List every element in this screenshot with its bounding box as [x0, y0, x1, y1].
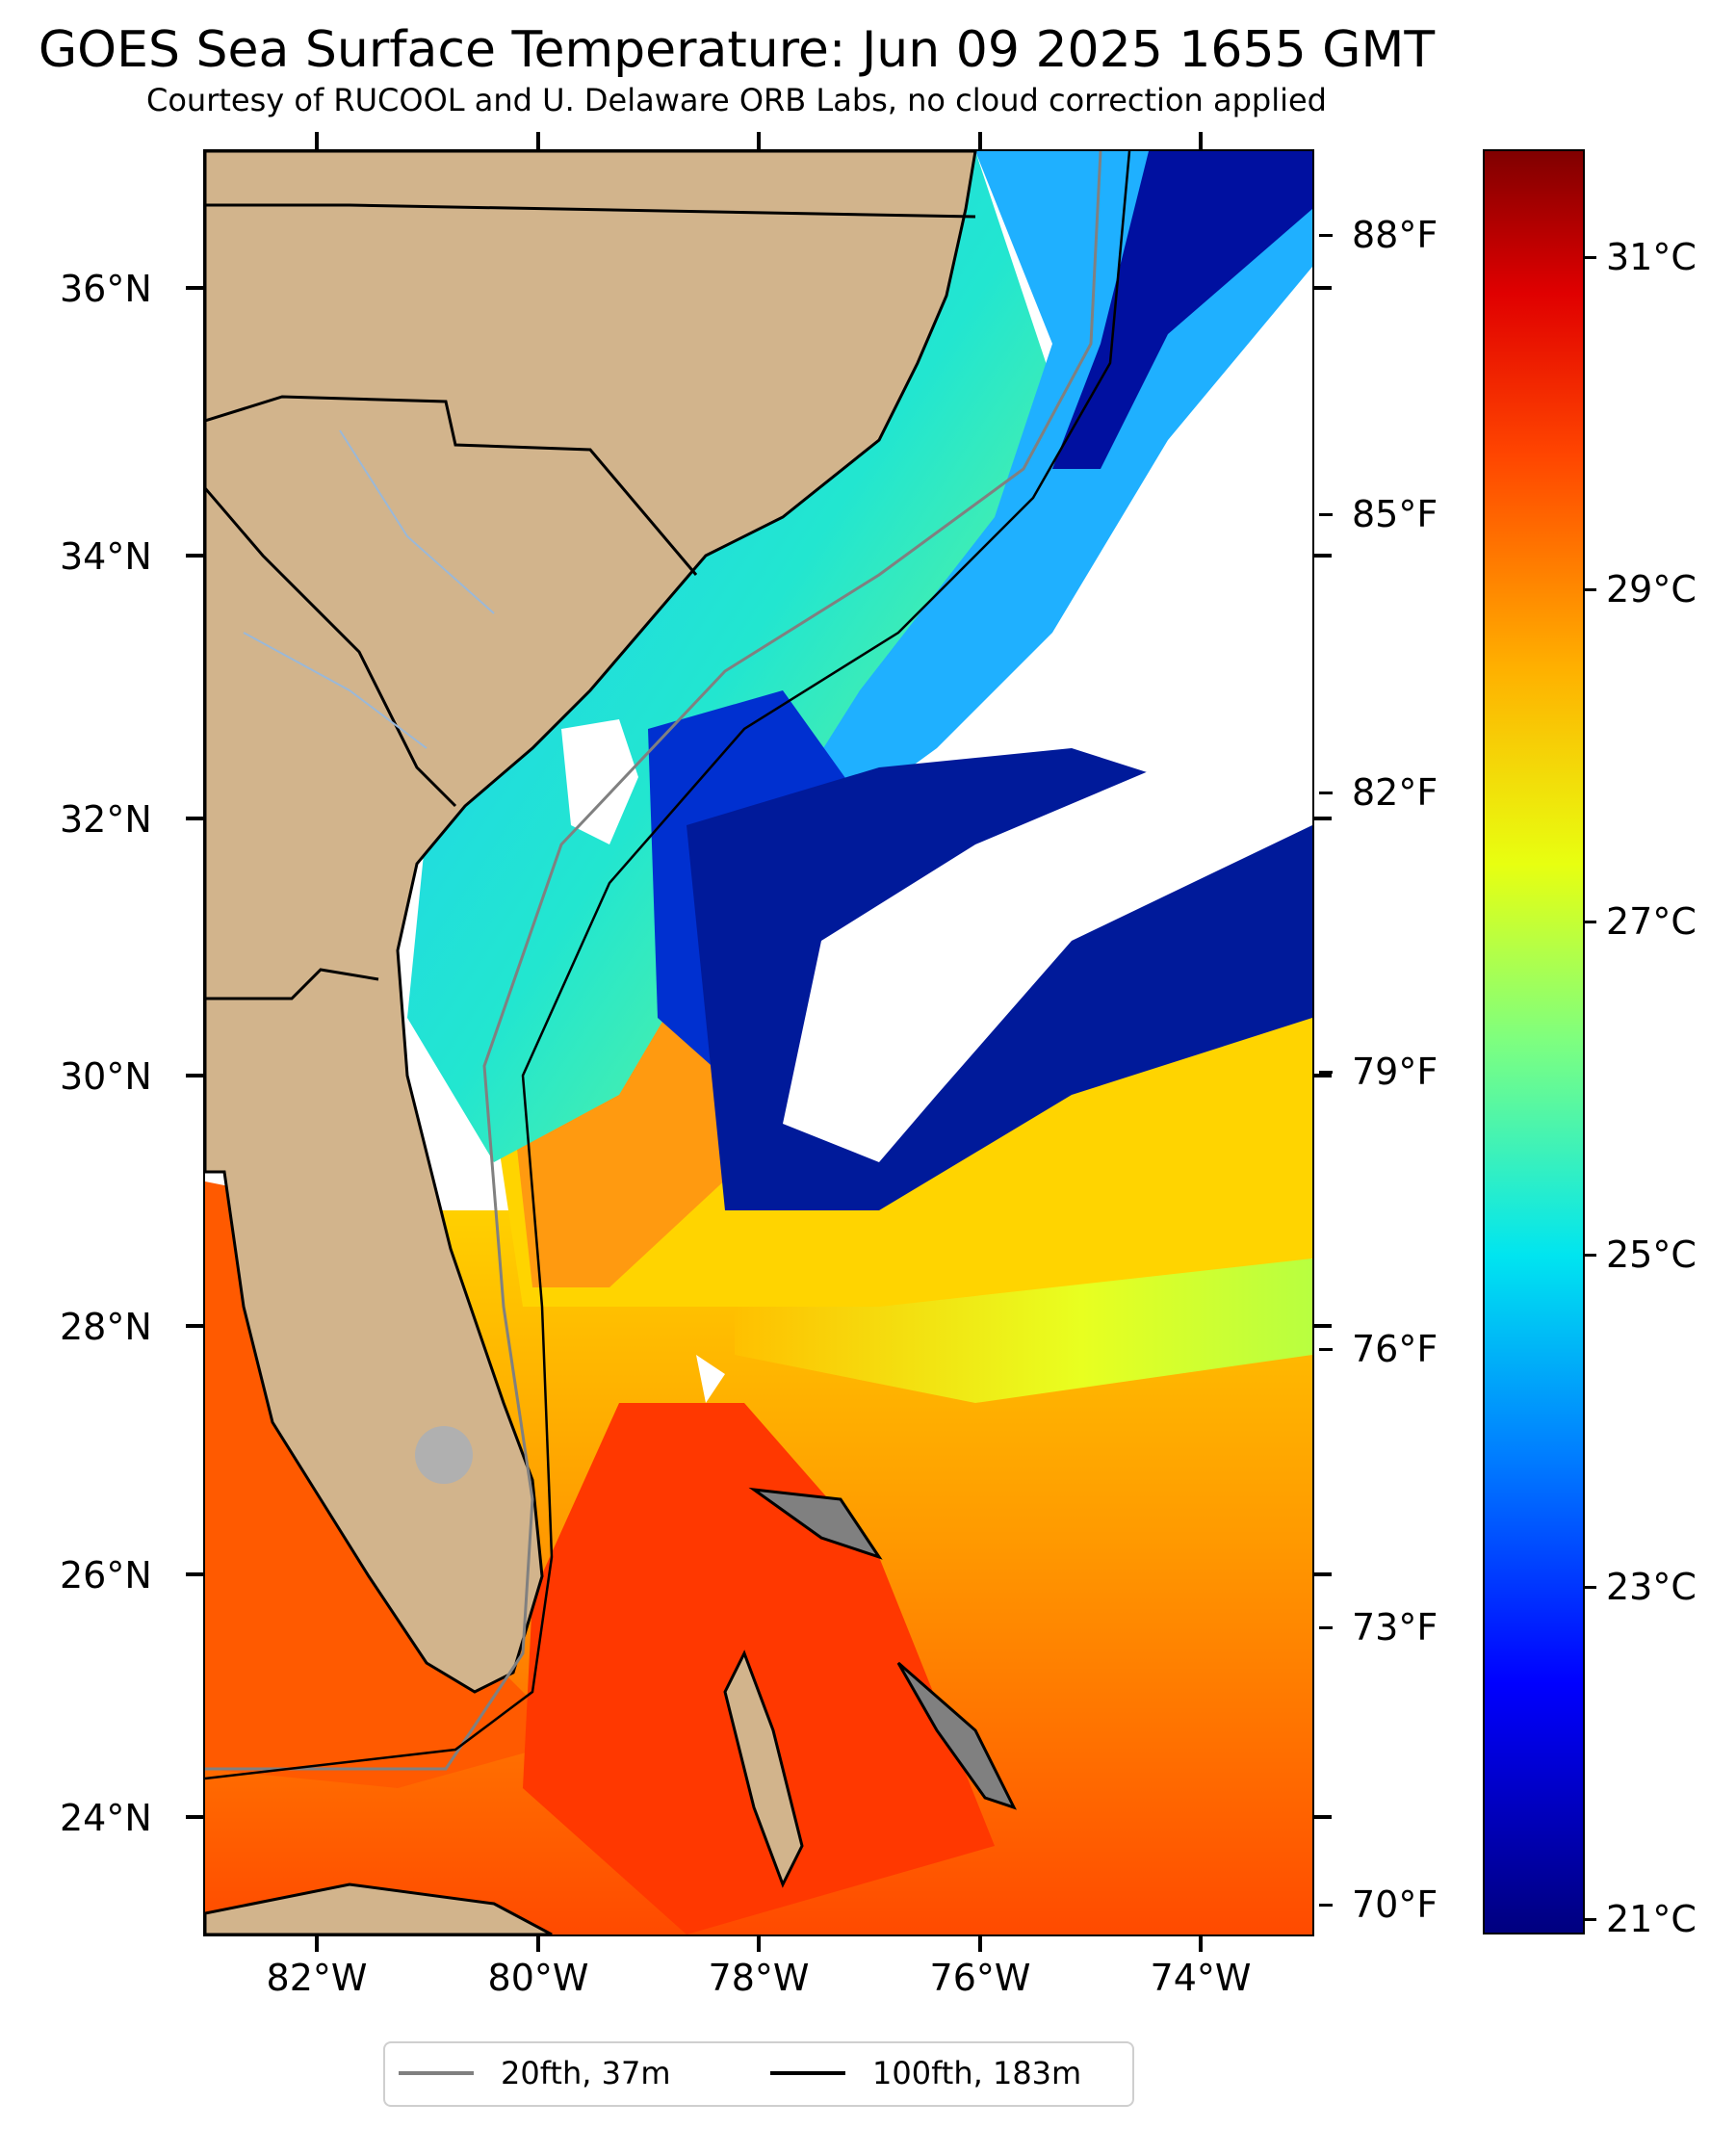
isobath-100fth [205, 151, 1131, 1780]
cloud-small [561, 719, 638, 844]
legend-label-100fth: 100fth, 183m [872, 2055, 1082, 2091]
cb-tick-29 [1583, 588, 1596, 591]
map-title: GOES Sea Surface Temperature: Jun 09 202… [38, 21, 1436, 79]
f-label-88: 88°F [1352, 214, 1438, 256]
f-tick-79 [1319, 1071, 1333, 1074]
cloud-south-strip [696, 1355, 725, 1403]
f-tick-85 [1319, 513, 1333, 516]
lat-label-28: 28°N [60, 1306, 152, 1348]
land-cuba [205, 1882, 553, 1934]
cloud-large [783, 729, 1312, 1162]
isobath-legend: 20fth, 37m 100fth, 183m [383, 2041, 1134, 2107]
cb-tick-21 [1583, 1918, 1596, 1921]
lat-label-26: 26°N [60, 1554, 152, 1597]
state-border-nc-sc [205, 395, 698, 576]
sst-cold-patch-north [1052, 151, 1312, 469]
legend-line-gray [399, 2071, 474, 2075]
colorbar-label-21c: 21°C [1606, 1898, 1697, 1940]
rivers [243, 632, 428, 749]
sst-offshore-band [744, 151, 1312, 883]
f-tick-82 [1319, 792, 1333, 794]
lat-label-34: 34°N [60, 535, 152, 578]
f-label-76: 76°F [1352, 1328, 1438, 1370]
state-border-va-nc [205, 203, 976, 219]
colorbar-label-29c: 29°C [1606, 568, 1697, 610]
f-label-73: 73°F [1352, 1606, 1438, 1649]
state-border-ga-fl [205, 968, 379, 1000]
land-eleuthera [896, 1661, 1017, 1810]
f-label-85: 85°F [1352, 493, 1438, 535]
cb-tick-25 [1583, 1254, 1596, 1257]
colorbar-label-31c: 31°C [1606, 236, 1697, 278]
sst-gulf-warm [205, 1181, 571, 1788]
land-andros [723, 1649, 804, 1888]
colorbar-label-25c: 25°C [1606, 1233, 1697, 1276]
legend-item-100fth: 100fth, 183m [770, 2055, 1081, 2091]
temperature-colorbar [1483, 149, 1585, 1934]
lon-label-74: 74°W [1150, 1957, 1252, 1999]
map-subtitle: Courtesy of RUCOOL and U. Delaware ORB L… [146, 82, 1327, 118]
cb-tick-23 [1583, 1586, 1596, 1589]
state-border-sc-ga [205, 487, 457, 808]
lake-okeechobee [415, 1426, 473, 1484]
rivers-2 [339, 429, 495, 614]
cb-tick-27 [1583, 921, 1596, 923]
lon-label-78: 78°W [708, 1957, 810, 1999]
land-grand-bahama [748, 1487, 883, 1560]
legend-line-black [770, 2071, 845, 2075]
isobath-20fth [205, 151, 1102, 1771]
lat-label-24: 24°N [60, 1797, 152, 1839]
sst-bahamas-warm [523, 1403, 995, 1934]
f-tick-76 [1319, 1348, 1333, 1351]
sst-shelf-cool [407, 151, 1072, 1162]
lon-label-80: 80°W [487, 1957, 589, 1999]
colorbar-label-23c: 23°C [1606, 1566, 1697, 1608]
lat-label-32: 32°N [60, 798, 152, 841]
f-tick-70 [1319, 1904, 1333, 1907]
legend-label-20fth: 20fth, 37m [501, 2055, 671, 2091]
lon-label-76: 76°W [929, 1957, 1031, 1999]
colorbar-label-27c: 27°C [1606, 900, 1697, 943]
cb-tick-31 [1583, 256, 1596, 259]
legend-item-20fth: 20fth, 37m [399, 2055, 670, 2091]
f-label-79: 79°F [1352, 1051, 1438, 1093]
lat-label-30: 30°N [60, 1055, 152, 1098]
f-label-82: 82°F [1352, 771, 1438, 814]
sst-map [203, 149, 1314, 1936]
sst-map-canvas [205, 151, 1312, 1934]
f-tick-88 [1319, 234, 1333, 237]
f-tick-73 [1319, 1626, 1333, 1629]
land-southeast-us [205, 151, 977, 1694]
lat-label-36: 36°N [60, 268, 152, 310]
f-label-70: 70°F [1352, 1883, 1438, 1926]
lon-label-82: 82°W [266, 1957, 368, 1999]
